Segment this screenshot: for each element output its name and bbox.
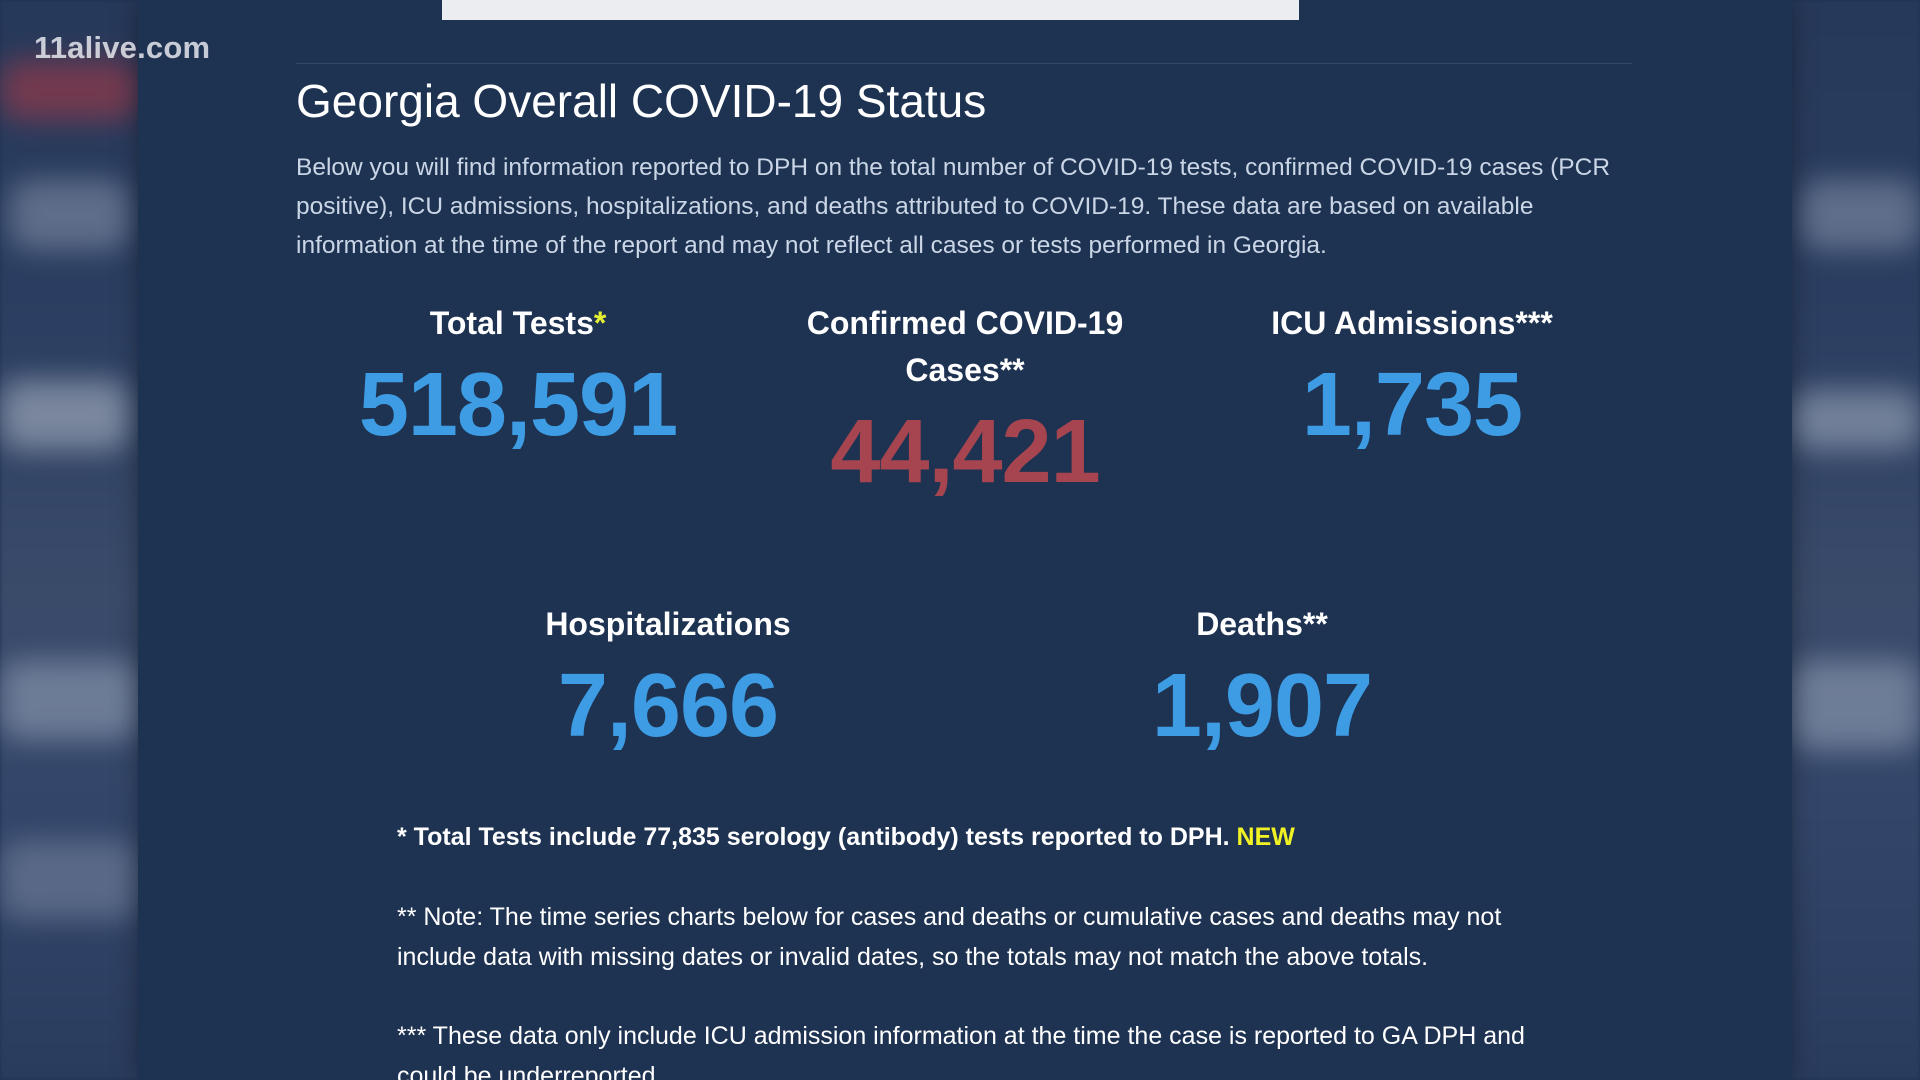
stat-value: 518,591 (358, 355, 678, 455)
stat-label-text: ICU Admissions (1271, 305, 1516, 341)
stat-label: ICU Admissions*** (1237, 300, 1587, 347)
stat-hospitalizations: Hospitalizations 7,666 (488, 601, 848, 756)
footnote-text: * Total Tests include 77,835 serology (a… (397, 823, 1230, 851)
footnote-time-series: ** Note: The time series charts below fo… (397, 903, 1502, 971)
footnote-total-tests: * Total Tests include 77,835 serology (a… (397, 817, 1537, 857)
blur-blob (0, 380, 130, 450)
stat-value: 1,907 (1151, 656, 1373, 756)
blur-blob (0, 60, 140, 120)
stat-icu-admissions: ICU Admissions*** 1,735 (1237, 300, 1587, 455)
blur-blob (0, 660, 140, 740)
stat-label-line2: Cases** (775, 347, 1155, 394)
stat-label-text: Deaths (1196, 606, 1303, 642)
stat-deaths: Deaths** 1,907 (1082, 601, 1442, 756)
intro-paragraph: Below you will find information reported… (296, 154, 1611, 259)
stat-confirmed-cases: Confirmed COVID-19 Cases** 44,421 (775, 300, 1155, 502)
page-title: Georgia Overall COVID-19 Status (296, 75, 987, 127)
stat-total-tests: Total Tests* 518,591 (338, 300, 698, 455)
blur-blob (1790, 660, 1920, 750)
footnote-marker: ** (1302, 606, 1328, 642)
stat-label: Confirmed COVID-19 Cases** (775, 300, 1155, 394)
station-watermark: 11alive.com (34, 30, 211, 65)
blur-blob (1800, 180, 1920, 250)
footnote-marker: *** (1515, 305, 1553, 341)
stat-label-text: Cases (905, 352, 1000, 388)
content-panel (138, 0, 1792, 1080)
stat-value: 7,666 (557, 656, 779, 756)
header-divider (296, 63, 1632, 64)
stat-label: Deaths** (1082, 601, 1442, 648)
stat-value: 1,735 (1301, 355, 1523, 455)
footnote-icu: *** These data only include ICU admissio… (397, 1022, 1525, 1080)
blurred-background-left (0, 0, 140, 1080)
stat-label: Total Tests* (338, 300, 698, 347)
stat-value: 44,421 (830, 402, 1100, 502)
stat-label: Hospitalizations (545, 606, 791, 642)
stat-label-text: Total Tests (429, 305, 594, 341)
blurred-background-right (1790, 0, 1920, 1080)
blur-blob (10, 180, 130, 250)
blur-blob (0, 840, 140, 920)
browser-top-bar (442, 0, 1299, 20)
footnote-marker: ** (999, 352, 1025, 388)
footnote-marker: * (593, 305, 607, 341)
stat-label-line1: Confirmed COVID-19 (806, 305, 1124, 341)
blur-blob (1790, 390, 1920, 450)
new-badge: NEW (1236, 823, 1295, 851)
